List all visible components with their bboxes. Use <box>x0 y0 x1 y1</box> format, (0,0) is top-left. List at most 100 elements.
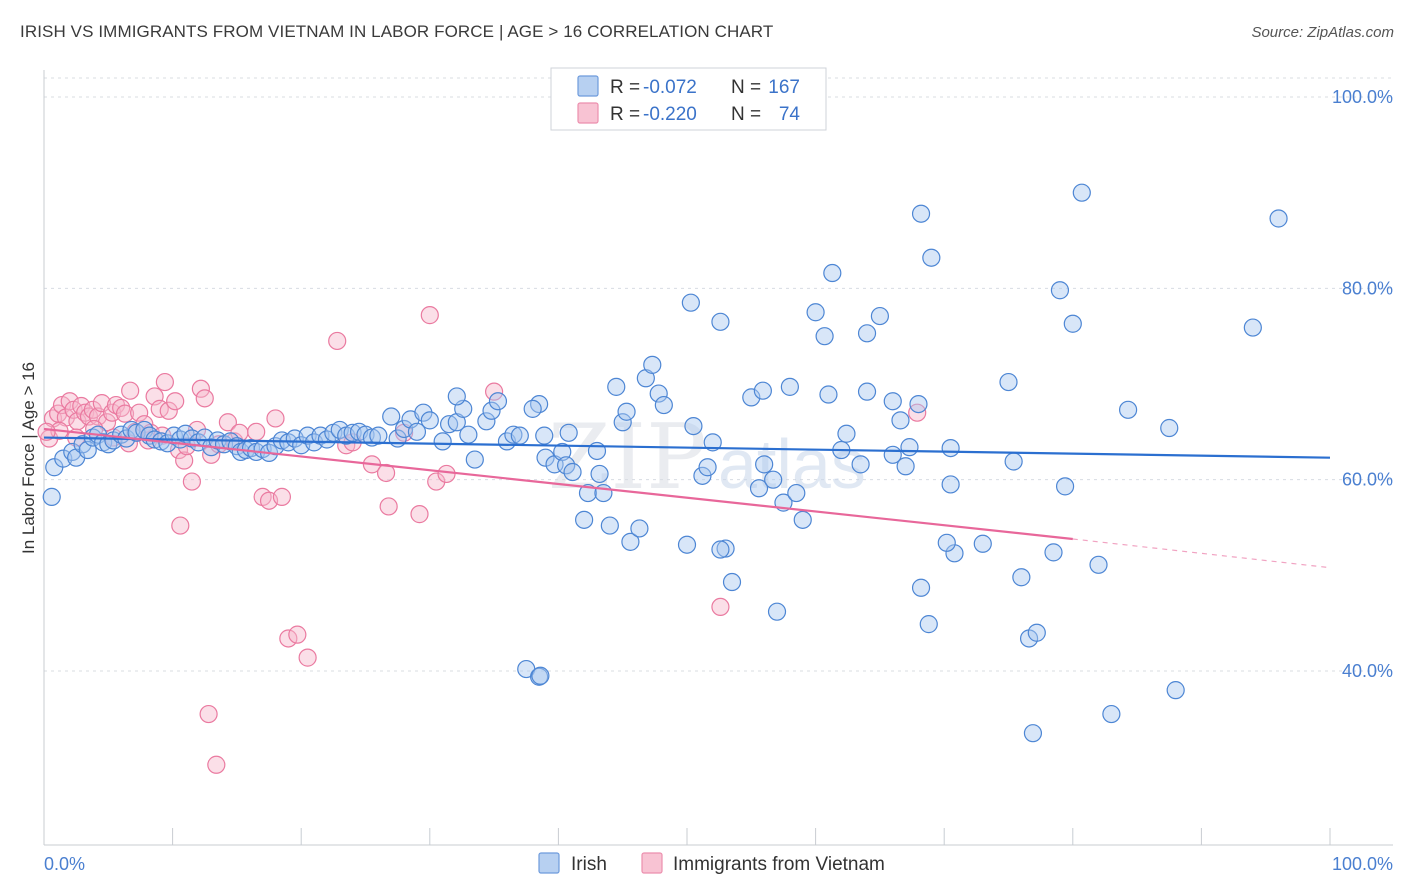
irish-point <box>896 457 915 476</box>
irish-point <box>621 532 640 551</box>
vietnam-trend-line <box>43 427 1073 541</box>
irish-point <box>1089 555 1108 574</box>
irish-trend-line <box>43 436 1331 459</box>
stats-irish-r-label: R = <box>610 77 640 98</box>
x-tick-labels: 0.0% 100.0% <box>44 854 1393 874</box>
vietnam-point <box>60 392 79 411</box>
irish-point <box>317 430 337 449</box>
irish-point <box>536 448 555 467</box>
vietnam-point <box>288 625 307 644</box>
irish-point <box>553 442 572 462</box>
vietnam-point <box>37 422 56 441</box>
vietnam-point <box>191 379 210 398</box>
irish-point <box>911 578 931 597</box>
irish-point <box>764 470 783 489</box>
watermark-zip: ZIP <box>548 405 707 510</box>
legend-irish-swatch[interactable] <box>538 852 560 874</box>
vietnam-point <box>175 451 194 470</box>
irish-point <box>973 534 992 553</box>
axes <box>43 70 1393 846</box>
vietnam-point <box>207 755 226 774</box>
irish-point <box>587 441 607 461</box>
y-tick-label: 60.0% <box>1342 470 1393 490</box>
stats-vietnam-n-label: N = <box>731 104 761 125</box>
legend-irish-label[interactable]: Irish <box>571 854 607 875</box>
irish-point <box>1269 209 1288 228</box>
vietnam-point <box>121 381 140 400</box>
y-tick-label: 40.0% <box>1342 661 1393 681</box>
irish-point <box>575 510 594 529</box>
irish-point <box>488 392 508 411</box>
vietnam-trend-extension <box>1072 538 1331 569</box>
irish-point <box>999 372 1018 392</box>
irish-point <box>742 388 761 407</box>
irish-point <box>857 324 877 343</box>
irish-point <box>557 456 576 475</box>
irish-point <box>1063 314 1082 333</box>
irish-point <box>941 438 960 458</box>
irish-point <box>1023 724 1043 743</box>
stats-vietnam-r-value: -0.220 <box>643 104 697 125</box>
legend: Irish Immigrants from Vietnam <box>538 852 885 875</box>
vietnam-point <box>247 422 266 441</box>
vietnam-point <box>155 372 174 392</box>
irish-point <box>1243 318 1262 337</box>
irish-point <box>787 483 806 503</box>
irish-point <box>919 615 938 634</box>
vietnam-point <box>159 401 178 420</box>
vietnam-point <box>328 331 347 351</box>
irish-point <box>883 392 902 411</box>
irish-point <box>857 382 877 401</box>
vietnam-point <box>711 597 730 617</box>
vietnam-point <box>171 516 190 535</box>
stats-vietnam-swatch <box>577 102 599 124</box>
vietnam-point <box>115 404 135 423</box>
y-tick-labels: 40.0% 60.0% 80.0% 100.0% <box>1332 87 1393 681</box>
vietnam-point <box>485 382 504 401</box>
legend-vietnam-swatch[interactable] <box>641 852 663 874</box>
vietnam-point <box>272 487 292 506</box>
irish-point <box>677 535 697 554</box>
irish-point <box>711 312 730 331</box>
legend-vietnam-label[interactable]: Immigrants from Vietnam <box>673 854 885 875</box>
irish-point <box>1166 681 1185 700</box>
irish-point <box>793 510 812 529</box>
irish-point <box>643 355 662 374</box>
irish-point <box>531 666 550 685</box>
irish-point <box>1160 418 1179 438</box>
irish-point <box>459 425 478 444</box>
irish-point <box>420 411 439 430</box>
irish-point <box>523 399 542 418</box>
irish-point <box>870 306 890 326</box>
irish-point <box>559 423 578 442</box>
irish-point <box>590 464 609 484</box>
stats-vietnam-r-label: R = <box>610 104 640 125</box>
watermark-atlas: atlas <box>718 425 866 503</box>
vietnam-point <box>195 389 214 408</box>
irish-point <box>698 458 717 477</box>
irish-point <box>535 426 554 445</box>
irish-point <box>819 385 838 404</box>
x-tick-label: 0.0% <box>44 854 85 874</box>
stats-irish-r-value: -0.072 <box>643 77 697 98</box>
irish-point <box>911 204 931 223</box>
vietnam-point <box>218 413 237 432</box>
irish-point <box>1050 281 1070 300</box>
irish-point <box>382 407 401 426</box>
irish-point <box>823 263 842 283</box>
vietnam-point <box>150 399 169 418</box>
irish-point <box>937 533 956 552</box>
irish-point <box>504 425 523 444</box>
irish-point <box>1044 543 1063 562</box>
irish-point <box>600 516 619 535</box>
stats-irish-n-label: N = <box>731 77 761 98</box>
irish-point <box>716 539 735 558</box>
irish-point <box>780 377 799 396</box>
stats-irish-swatch <box>577 75 599 97</box>
vietnam-point <box>410 505 429 524</box>
irish-point <box>767 602 787 621</box>
series-vietnam-points <box>37 306 927 774</box>
irish-point <box>1055 477 1075 496</box>
vietnam-point <box>298 648 317 667</box>
